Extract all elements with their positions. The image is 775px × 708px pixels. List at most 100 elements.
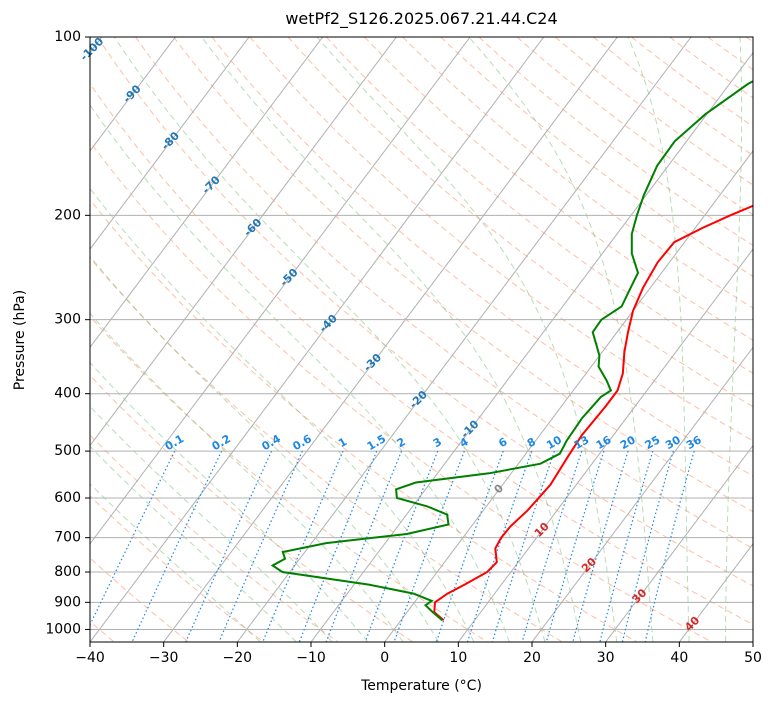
isotherm-label: -90 bbox=[120, 82, 143, 105]
mixing-ratio-label: 0.2 bbox=[210, 432, 233, 453]
y-tick-label: 300 bbox=[54, 312, 81, 328]
y-tick-label: 200 bbox=[54, 207, 81, 223]
moist-adiabat bbox=[90, 312, 404, 642]
mixing-ratio-line bbox=[393, 450, 465, 642]
dry-adiabat bbox=[96, 37, 753, 587]
moist-adiabat bbox=[90, 405, 333, 642]
isotherm-line bbox=[90, 37, 545, 642]
mixing-ratio-label: 0.4 bbox=[260, 432, 284, 453]
isotherm-line bbox=[90, 37, 471, 545]
isotherm-label: -70 bbox=[200, 173, 223, 196]
x-tick-label: 30 bbox=[597, 650, 615, 666]
plot-area bbox=[90, 37, 753, 642]
mixing-ratio-label: 20 bbox=[618, 433, 638, 452]
mixing-ratio-label: 25 bbox=[643, 433, 663, 452]
moist-adiabat bbox=[90, 361, 369, 642]
isotherm-line bbox=[605, 444, 753, 642]
dry-adiabat bbox=[364, 37, 753, 341]
dry-adiabat bbox=[325, 37, 753, 374]
mixing-ratio-line bbox=[572, 450, 629, 642]
x-tick-label: 20 bbox=[523, 650, 541, 666]
mixing-ratio-line bbox=[545, 450, 605, 642]
mixing-ratio-line bbox=[298, 450, 378, 642]
x-tick-label: −40 bbox=[75, 650, 105, 666]
isotherm-label: 10 bbox=[532, 520, 552, 540]
mixing-ratio-label: 0.1 bbox=[163, 432, 186, 453]
moist-adiabat bbox=[627, 37, 690, 642]
isotherm-line bbox=[90, 37, 324, 349]
chart-title: wetPf2_S126.2025.067.21.44.C24 bbox=[285, 9, 558, 28]
isotherm-label: -20 bbox=[407, 388, 430, 411]
isotherm-label: -30 bbox=[361, 351, 384, 374]
isotherm-line bbox=[90, 37, 397, 447]
moist-adiabat bbox=[316, 37, 618, 642]
moist-adiabat bbox=[90, 445, 297, 642]
y-axis-label: Pressure (hPa) bbox=[12, 289, 28, 391]
y-tick-label: 100 bbox=[54, 29, 81, 45]
mixing-ratio-line bbox=[644, 450, 695, 642]
y-tick-label: 900 bbox=[54, 594, 81, 610]
moist-adiabat bbox=[90, 483, 261, 642]
axes: −40 −30 −20 −10 0 10 20 30 40 5010020030040050060… bbox=[45, 29, 762, 666]
y-tick-label: 400 bbox=[54, 386, 81, 402]
mixing-ratio-line bbox=[262, 450, 344, 642]
isotherm-line bbox=[384, 150, 753, 642]
moist-adiabat bbox=[113, 37, 546, 642]
dry-adiabat bbox=[211, 37, 753, 477]
isotherm-label: -50 bbox=[277, 266, 300, 289]
mixing-ratio-line bbox=[325, 450, 403, 642]
moist-adiabat bbox=[90, 104, 510, 642]
isotherm-label: -100 bbox=[78, 35, 107, 64]
dry-adiabat bbox=[402, 37, 753, 309]
mixing-ratio-label: 6 bbox=[496, 435, 509, 450]
mixing-ratio-label: 0.6 bbox=[290, 432, 314, 453]
mixing-ratio-line bbox=[364, 450, 439, 642]
dry-adiabat bbox=[90, 374, 414, 642]
x-tick-label: 40 bbox=[670, 650, 688, 666]
plot-frame bbox=[89, 36, 754, 643]
isotherm-label: 0 bbox=[492, 481, 507, 496]
mixing-ratio-label: 13 bbox=[572, 433, 592, 452]
isotherm-label: -80 bbox=[159, 129, 182, 152]
isotherm-label: 40 bbox=[682, 614, 702, 634]
mixing-ratio-label: 2 bbox=[395, 435, 408, 450]
mixing-ratio-line bbox=[90, 450, 176, 627]
isotherm-line bbox=[236, 37, 692, 642]
isotherm-line bbox=[457, 248, 753, 642]
y-tick-label: 800 bbox=[54, 564, 81, 580]
isotherm-line bbox=[90, 37, 176, 152]
mixing-ratio-line bbox=[599, 450, 654, 642]
isotherm-label: -60 bbox=[241, 216, 264, 239]
mixing-ratio-line bbox=[131, 450, 223, 642]
y-tick-label: 1000 bbox=[45, 621, 81, 637]
mixing-ratio-line bbox=[466, 450, 533, 642]
y-tick-label: 500 bbox=[54, 443, 81, 459]
mixing-ratio-line bbox=[435, 450, 504, 642]
dry-adiabat bbox=[745, 37, 753, 43]
mixing-ratio-line bbox=[491, 450, 555, 642]
y-tick-label: 700 bbox=[54, 530, 81, 546]
dry-adiabat bbox=[135, 37, 753, 549]
dry-adiabat bbox=[90, 141, 712, 642]
isotherm-line bbox=[90, 37, 250, 250]
isotherm-line bbox=[531, 346, 753, 642]
isotherm-label: -40 bbox=[317, 312, 340, 335]
temperature-profile bbox=[433, 204, 753, 622]
isotherm-line bbox=[163, 37, 618, 642]
dry-adiabat bbox=[440, 37, 753, 277]
y-tick-label: 600 bbox=[54, 490, 81, 506]
moist-adiabat bbox=[725, 37, 743, 642]
dry-adiabat bbox=[287, 37, 753, 408]
mixing-ratio-line bbox=[621, 450, 674, 642]
dry-adiabat bbox=[554, 37, 753, 186]
x-tick-label: 10 bbox=[449, 650, 467, 666]
dry-adiabat bbox=[516, 37, 753, 216]
mixing-ratio-label: 16 bbox=[594, 433, 614, 452]
isotherm-label: 30 bbox=[629, 586, 649, 606]
x-tick-label: −30 bbox=[149, 650, 179, 666]
x-tick-label: −20 bbox=[223, 650, 253, 666]
x-tick-label: 50 bbox=[744, 650, 762, 666]
x-tick-label: −10 bbox=[296, 650, 326, 666]
